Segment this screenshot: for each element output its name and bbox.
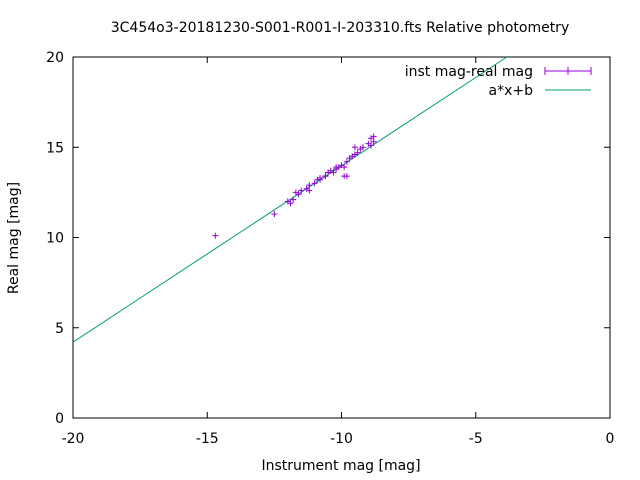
data-point	[354, 149, 361, 156]
x-tick-label: -15	[196, 431, 219, 447]
x-axis-label: Instrument mag [mag]	[261, 458, 420, 474]
data-point	[343, 173, 350, 180]
data-point	[333, 164, 340, 171]
data-point	[330, 169, 337, 176]
data-point	[317, 176, 324, 183]
data-point	[368, 142, 375, 149]
y-tick-label: 10	[46, 231, 64, 247]
data-point	[343, 158, 350, 165]
data-point	[271, 211, 278, 218]
data-point	[306, 182, 313, 189]
data-point	[298, 187, 305, 194]
data-point	[351, 144, 358, 151]
data-point	[322, 173, 329, 180]
legend-label-points: inst mag-real mag	[405, 64, 533, 80]
data-point	[287, 200, 294, 207]
x-tick-label: 0	[606, 431, 615, 447]
x-tick-label: -10	[330, 431, 353, 447]
chart-title: 3C454o3-20181230-S001-R001-I-203310.fts …	[111, 20, 569, 36]
y-axis-label: Real mag [mag]	[6, 182, 22, 294]
legend: inst mag-real mag a*x+b	[405, 64, 592, 99]
x-tick-label: -20	[62, 431, 85, 447]
data-point	[311, 180, 318, 187]
data-point	[341, 164, 348, 171]
y-tick-label: 20	[46, 50, 64, 66]
plot-frame	[72, 56, 611, 419]
y-tick-label: 5	[55, 321, 64, 337]
x-tick-label: -5	[469, 431, 483, 447]
plot-area	[72, 56, 508, 343]
data-point	[370, 138, 377, 145]
y-tick-label: 15	[46, 140, 64, 156]
fit-line	[72, 56, 508, 343]
data-point	[306, 187, 313, 194]
legend-label-fit: a*x+b	[489, 83, 534, 99]
x-axis-ticks: -20 -15 -10 -5 0	[62, 57, 615, 447]
data-point	[359, 144, 366, 151]
y-tick-label: 0	[55, 411, 64, 427]
data-point	[212, 232, 219, 239]
data-point	[290, 196, 297, 203]
y-axis-ticks: 0 5 10 15 20	[46, 50, 610, 427]
data-point	[370, 133, 377, 140]
data-point	[292, 189, 299, 196]
